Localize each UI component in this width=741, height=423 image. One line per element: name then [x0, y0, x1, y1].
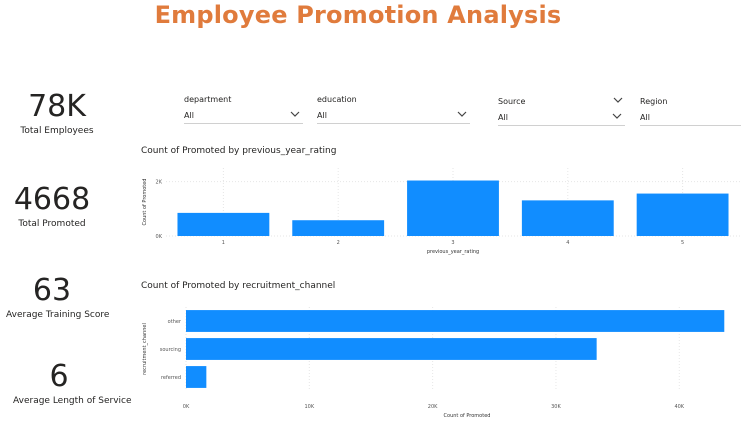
kpi-card-total-employees: 78K Total Employees	[11, 90, 103, 137]
slicer-label: Source	[498, 97, 526, 106]
y-tick-label: 0K	[156, 234, 163, 240]
y-axis-title: Count of Promoted	[142, 179, 148, 226]
chevron-down-icon	[457, 111, 467, 117]
bar	[186, 366, 207, 388]
promoted-by-channel-chart: 0K 10K 20K 30K 40K other sourcing referred Count…	[142, 307, 725, 419]
kpi-value: 78K	[28, 89, 86, 124]
slicer-label: department	[184, 95, 232, 104]
y-tick-label: 2K	[156, 180, 163, 186]
bar	[292, 220, 385, 236]
chevron-down-icon	[612, 113, 622, 119]
slicer-label: Region	[640, 97, 668, 106]
region-slicer[interactable]: Region All	[640, 96, 741, 126]
y-tick-label: sourcing	[160, 347, 181, 353]
y-tick-label: referred	[161, 375, 181, 381]
x-tick-label: 20K	[428, 404, 438, 410]
department-dropdown[interactable]: All	[184, 109, 303, 124]
y-tick-label: other	[168, 319, 182, 325]
y-axis-title: recruitment_channel	[142, 323, 148, 375]
kpi-card-total-promoted: 4668 Total Promoted	[6, 183, 98, 230]
kpi-label: Total Employees	[20, 126, 94, 136]
kpi-value: 4668	[13, 182, 91, 217]
region-dropdown[interactable]: All	[640, 111, 741, 126]
department-slicer[interactable]: department All	[184, 94, 303, 124]
kpi-label: Average Training Score	[6, 310, 110, 320]
chevron-down-icon	[290, 111, 300, 117]
x-tick-label: 1	[222, 240, 225, 246]
education-dropdown[interactable]: All	[317, 109, 470, 124]
x-tick-label: 4	[566, 240, 569, 246]
slicer-label: education	[317, 95, 357, 104]
kpi-label: Total Promoted	[18, 219, 86, 229]
source-slicer-chevron-icon[interactable]	[612, 94, 624, 106]
education-slicer[interactable]: education All	[317, 94, 470, 124]
source-slicer[interactable]: Source All	[498, 96, 625, 126]
x-tick-label: 3	[451, 240, 454, 246]
bar	[407, 180, 499, 236]
bar	[177, 212, 270, 236]
kpi-card-average-length-of-service: 6 Average Length of Service	[13, 359, 132, 407]
kpi-value: 6	[49, 359, 69, 394]
kpi-card-average-training-score: 63 Average Training Score	[6, 273, 110, 321]
x-axis-title: previous_year_rating	[427, 249, 479, 255]
x-tick-label: 30K	[551, 404, 561, 410]
slicer-value: All	[184, 111, 194, 120]
source-dropdown[interactable]: All	[498, 111, 625, 126]
bar	[186, 338, 597, 360]
slicer-value: All	[640, 113, 650, 122]
x-tick-label: 0K	[183, 404, 190, 410]
slicer-value: All	[498, 113, 508, 122]
dashboard-title: Employee Promotion Analysis	[154, 1, 562, 29]
promoted-by-rating-chart: 0K 2K 1 2 3 4 5 previous_year_rating Count of Pr…	[142, 168, 740, 255]
kpi-value: 63	[32, 273, 72, 308]
channel-chart-title: Count of Promoted by recruitment_channel	[141, 281, 336, 291]
x-tick-label: 5	[681, 240, 684, 246]
bar	[636, 193, 729, 236]
x-axis-title: Count of Promoted	[444, 413, 491, 419]
x-tick-label: 2	[337, 240, 340, 246]
kpi-label: Average Length of Service	[13, 396, 132, 406]
bar	[521, 200, 614, 236]
x-tick-label: 10K	[304, 404, 314, 410]
bar	[186, 310, 725, 332]
rating-chart-title: Count of Promoted by previous_year_ratin…	[141, 146, 337, 156]
x-tick-label: 40K	[674, 404, 684, 410]
slicer-value: All	[317, 111, 327, 120]
